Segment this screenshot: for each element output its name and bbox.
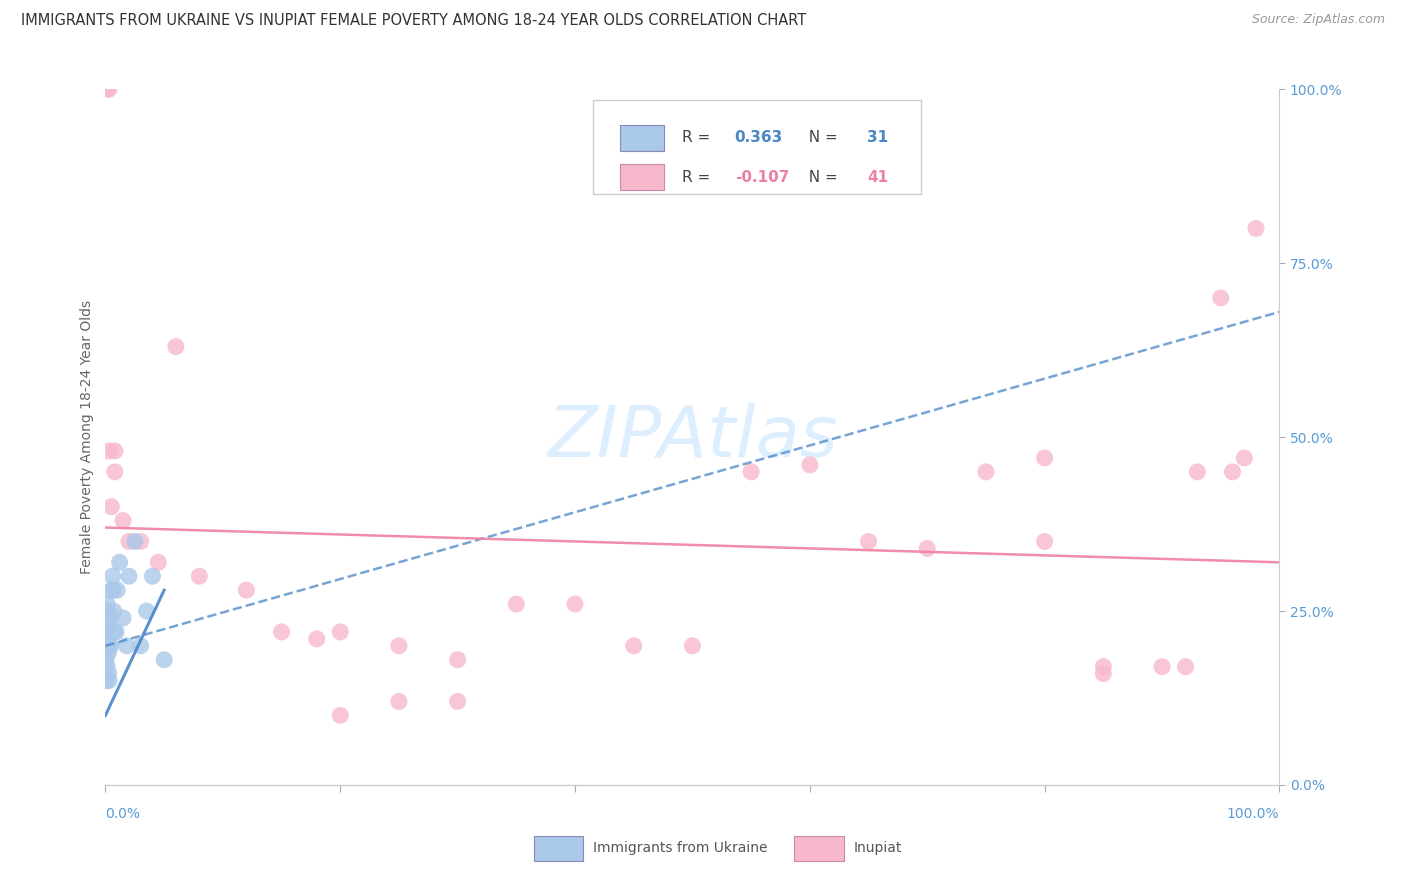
Point [129, 534, 152, 549]
Point [305, 632, 328, 646]
Point [96, 673, 118, 688]
Point [112, 514, 135, 528]
Point [94, 653, 117, 667]
Point [447, 653, 470, 667]
Point [505, 597, 527, 611]
Point [98, 82, 121, 96]
Point [104, 624, 127, 639]
Point [1092, 659, 1115, 673]
Point [118, 569, 141, 583]
Point [104, 444, 127, 458]
Text: Immigrants from Ukraine: Immigrants from Ukraine [593, 841, 768, 855]
Point [97, 666, 120, 681]
Point [974, 465, 997, 479]
Point [105, 624, 128, 639]
Point [1092, 666, 1115, 681]
Point [564, 597, 586, 611]
Point [96, 639, 118, 653]
Point [98, 611, 121, 625]
Text: 0.0%: 0.0% [105, 807, 141, 822]
Y-axis label: Female Poverty Among 18-24 Year Olds: Female Poverty Among 18-24 Year Olds [80, 300, 94, 574]
Point [100, 500, 122, 514]
Text: R =: R = [682, 130, 716, 145]
Point [447, 694, 470, 708]
Point [118, 534, 141, 549]
Point [97, 604, 120, 618]
Point [1033, 450, 1056, 465]
Point [105, 583, 128, 598]
Point [96, 597, 118, 611]
Point [1222, 465, 1244, 479]
Point [388, 694, 411, 708]
Point [98, 444, 121, 458]
Point [97, 618, 120, 632]
Point [101, 569, 124, 583]
Point [98, 639, 121, 653]
Point [124, 534, 146, 549]
Point [329, 708, 352, 723]
Point [235, 583, 257, 598]
Point [96, 624, 118, 639]
Point [100, 639, 122, 653]
Point [1033, 534, 1056, 549]
Point [1244, 221, 1267, 235]
Text: Source: ZipAtlas.com: Source: ZipAtlas.com [1251, 13, 1385, 27]
Text: IMMIGRANTS FROM UKRAINE VS INUPIAT FEMALE POVERTY AMONG 18-24 YEAR OLDS CORRELAT: IMMIGRANTS FROM UKRAINE VS INUPIAT FEMAL… [21, 13, 806, 29]
Point [115, 639, 138, 653]
Point [141, 569, 163, 583]
Point [388, 639, 411, 653]
Text: 41: 41 [868, 169, 889, 185]
Point [108, 555, 131, 569]
Point [153, 653, 176, 667]
Point [329, 624, 352, 639]
Point [1233, 450, 1256, 465]
Bar [620, 164, 664, 190]
Text: R =: R = [682, 169, 716, 185]
Text: 100.0%: 100.0% [1227, 807, 1279, 822]
Point [270, 624, 292, 639]
FancyBboxPatch shape [593, 100, 921, 194]
Point [97, 646, 120, 660]
Point [98, 673, 121, 688]
Point [135, 604, 157, 618]
Point [129, 639, 152, 653]
Text: Inupiat: Inupiat [853, 841, 901, 855]
Point [97, 632, 120, 646]
Point [1174, 659, 1197, 673]
Point [740, 465, 762, 479]
Text: ZIPAtlas: ZIPAtlas [547, 402, 838, 472]
Point [681, 639, 703, 653]
Point [623, 639, 645, 653]
Point [1209, 291, 1232, 305]
Point [101, 583, 124, 598]
Text: 0.363: 0.363 [735, 130, 783, 145]
Point [188, 569, 211, 583]
Point [1150, 659, 1173, 673]
Point [104, 465, 127, 479]
Point [148, 555, 170, 569]
Text: -0.107: -0.107 [735, 169, 789, 185]
Point [1187, 465, 1209, 479]
Text: N =: N = [799, 169, 844, 185]
Text: N =: N = [799, 130, 844, 145]
Point [165, 340, 187, 354]
Point [96, 659, 118, 673]
Bar [620, 125, 664, 151]
Text: 31: 31 [868, 130, 889, 145]
Point [103, 604, 125, 618]
Point [112, 611, 135, 625]
Point [917, 541, 939, 556]
Point [100, 583, 122, 598]
Point [799, 458, 821, 472]
Point [858, 534, 880, 549]
Point [97, 82, 120, 96]
